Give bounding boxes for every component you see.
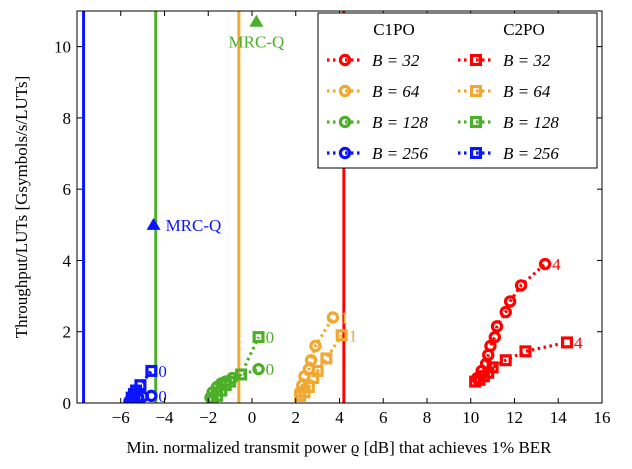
x-tick-label: 4	[335, 408, 344, 427]
mrcq-marker-b256: MRC-Q	[146, 216, 222, 235]
series-end-label: 0	[266, 360, 275, 379]
x-tick-label: 16	[594, 408, 611, 427]
mrcq-marker-b128: MRC-Q	[229, 14, 285, 52]
legend-header-c1po: C1PO	[373, 20, 415, 39]
legend-square-icon	[470, 84, 483, 97]
legend-label-c2po: B = 32	[503, 51, 551, 70]
series-c1po-b32: 4	[471, 255, 561, 385]
data-point	[224, 375, 237, 388]
legend-square-icon	[470, 147, 483, 160]
legend-label-c1po: B = 256	[372, 144, 428, 163]
series-c2po-b128: 0	[206, 328, 275, 403]
series-c2po-b64: 1	[294, 326, 358, 402]
series-end-label: 0	[266, 328, 275, 347]
legend-label-c2po: B = 64	[503, 82, 551, 101]
x-tick-label: −6	[112, 408, 130, 427]
series-end-label: 4	[552, 255, 561, 274]
series-end-label: 0	[158, 362, 167, 381]
legend-square-icon	[470, 53, 483, 66]
data-point	[145, 364, 158, 377]
series-end-label: 4	[574, 333, 583, 352]
legend-circle-icon	[338, 146, 352, 160]
y-tick-label: 4	[63, 251, 72, 270]
data-point	[499, 305, 512, 319]
y-tick-label: 8	[63, 109, 72, 128]
legend-row-b256: B = 256 B = 256	[327, 144, 559, 163]
data-point	[490, 320, 504, 333]
data-point	[235, 368, 248, 381]
x-tick-label: 6	[379, 408, 388, 427]
data-point	[538, 257, 552, 271]
y-tick-label: 0	[63, 394, 72, 413]
series-end-label: 1	[340, 308, 349, 327]
legend-box	[317, 12, 598, 169]
legend-row-b128: B = 128 B = 128	[327, 113, 559, 132]
series-c2po-b256: 0	[125, 362, 167, 403]
data-point	[252, 362, 265, 376]
data-point	[519, 345, 532, 358]
x-tick-label: 2	[292, 408, 301, 427]
triangle-point	[249, 14, 264, 27]
legend-label-c2po: B = 128	[503, 113, 559, 132]
data-point	[488, 330, 502, 344]
legend-header-c2po: C2PO	[503, 20, 545, 39]
data-point	[304, 354, 318, 367]
legend-square-icon	[470, 115, 483, 128]
legend-circle-icon	[338, 115, 352, 129]
data-point	[311, 364, 324, 377]
series-end-label: 1	[349, 326, 358, 345]
mrcq-label: MRC-Q	[166, 216, 222, 235]
y-tick-label: 2	[63, 323, 72, 342]
x-tick-label: 10	[462, 408, 479, 427]
plot-area: 4 4 11 0 0 0 0 MRC-Q MRC-Q	[82, 11, 583, 406]
legend-circle-icon	[338, 53, 352, 67]
x-tick-label: −2	[199, 408, 217, 427]
data-point	[514, 279, 528, 292]
y-tick-label: 10	[54, 38, 71, 57]
data-point	[252, 331, 265, 344]
x-axis-label: Min. normalized transmit power ϱ [dB] th…	[126, 438, 552, 457]
data-point	[320, 352, 333, 365]
legend-label-c1po: B = 128	[372, 113, 428, 132]
legend-row-b64: B = 64 B = 64	[327, 82, 551, 101]
x-tick-label: 12	[506, 408, 523, 427]
data-point	[145, 389, 158, 403]
legend-label-c1po: B = 32	[372, 51, 420, 70]
y-tick-label: 6	[63, 180, 72, 199]
series-c2po-b32: 4	[469, 333, 583, 388]
data-point	[134, 379, 147, 392]
x-tick-label: 0	[248, 408, 257, 427]
x-tick-label: −4	[155, 408, 174, 427]
data-point	[486, 361, 499, 374]
data-point	[499, 354, 512, 367]
data-point	[326, 311, 340, 324]
triangle-point	[146, 217, 161, 230]
legend-label-c2po: B = 256	[503, 144, 559, 163]
x-tick-label: 8	[423, 408, 432, 427]
mrcq-label: MRC-Q	[229, 33, 285, 52]
data-point	[503, 295, 517, 308]
data-point	[309, 339, 322, 353]
legend-row-b32: B = 32 B = 32	[327, 51, 551, 70]
legend-circle-icon	[338, 84, 352, 98]
series-line	[298, 316, 335, 393]
data-point	[560, 336, 573, 349]
y-axis-label: Throughput/LUTs [Gsymbols/s/LUTs]	[12, 76, 31, 339]
x-tick-label: 14	[550, 408, 568, 427]
legend: C1PO C2PO B = 32 B = 32 B = 64 B = 64 B = 12…	[317, 12, 598, 169]
data-point	[335, 329, 348, 342]
series-end-label: 0	[158, 387, 167, 406]
legend-label-c1po: B = 64	[372, 82, 420, 101]
